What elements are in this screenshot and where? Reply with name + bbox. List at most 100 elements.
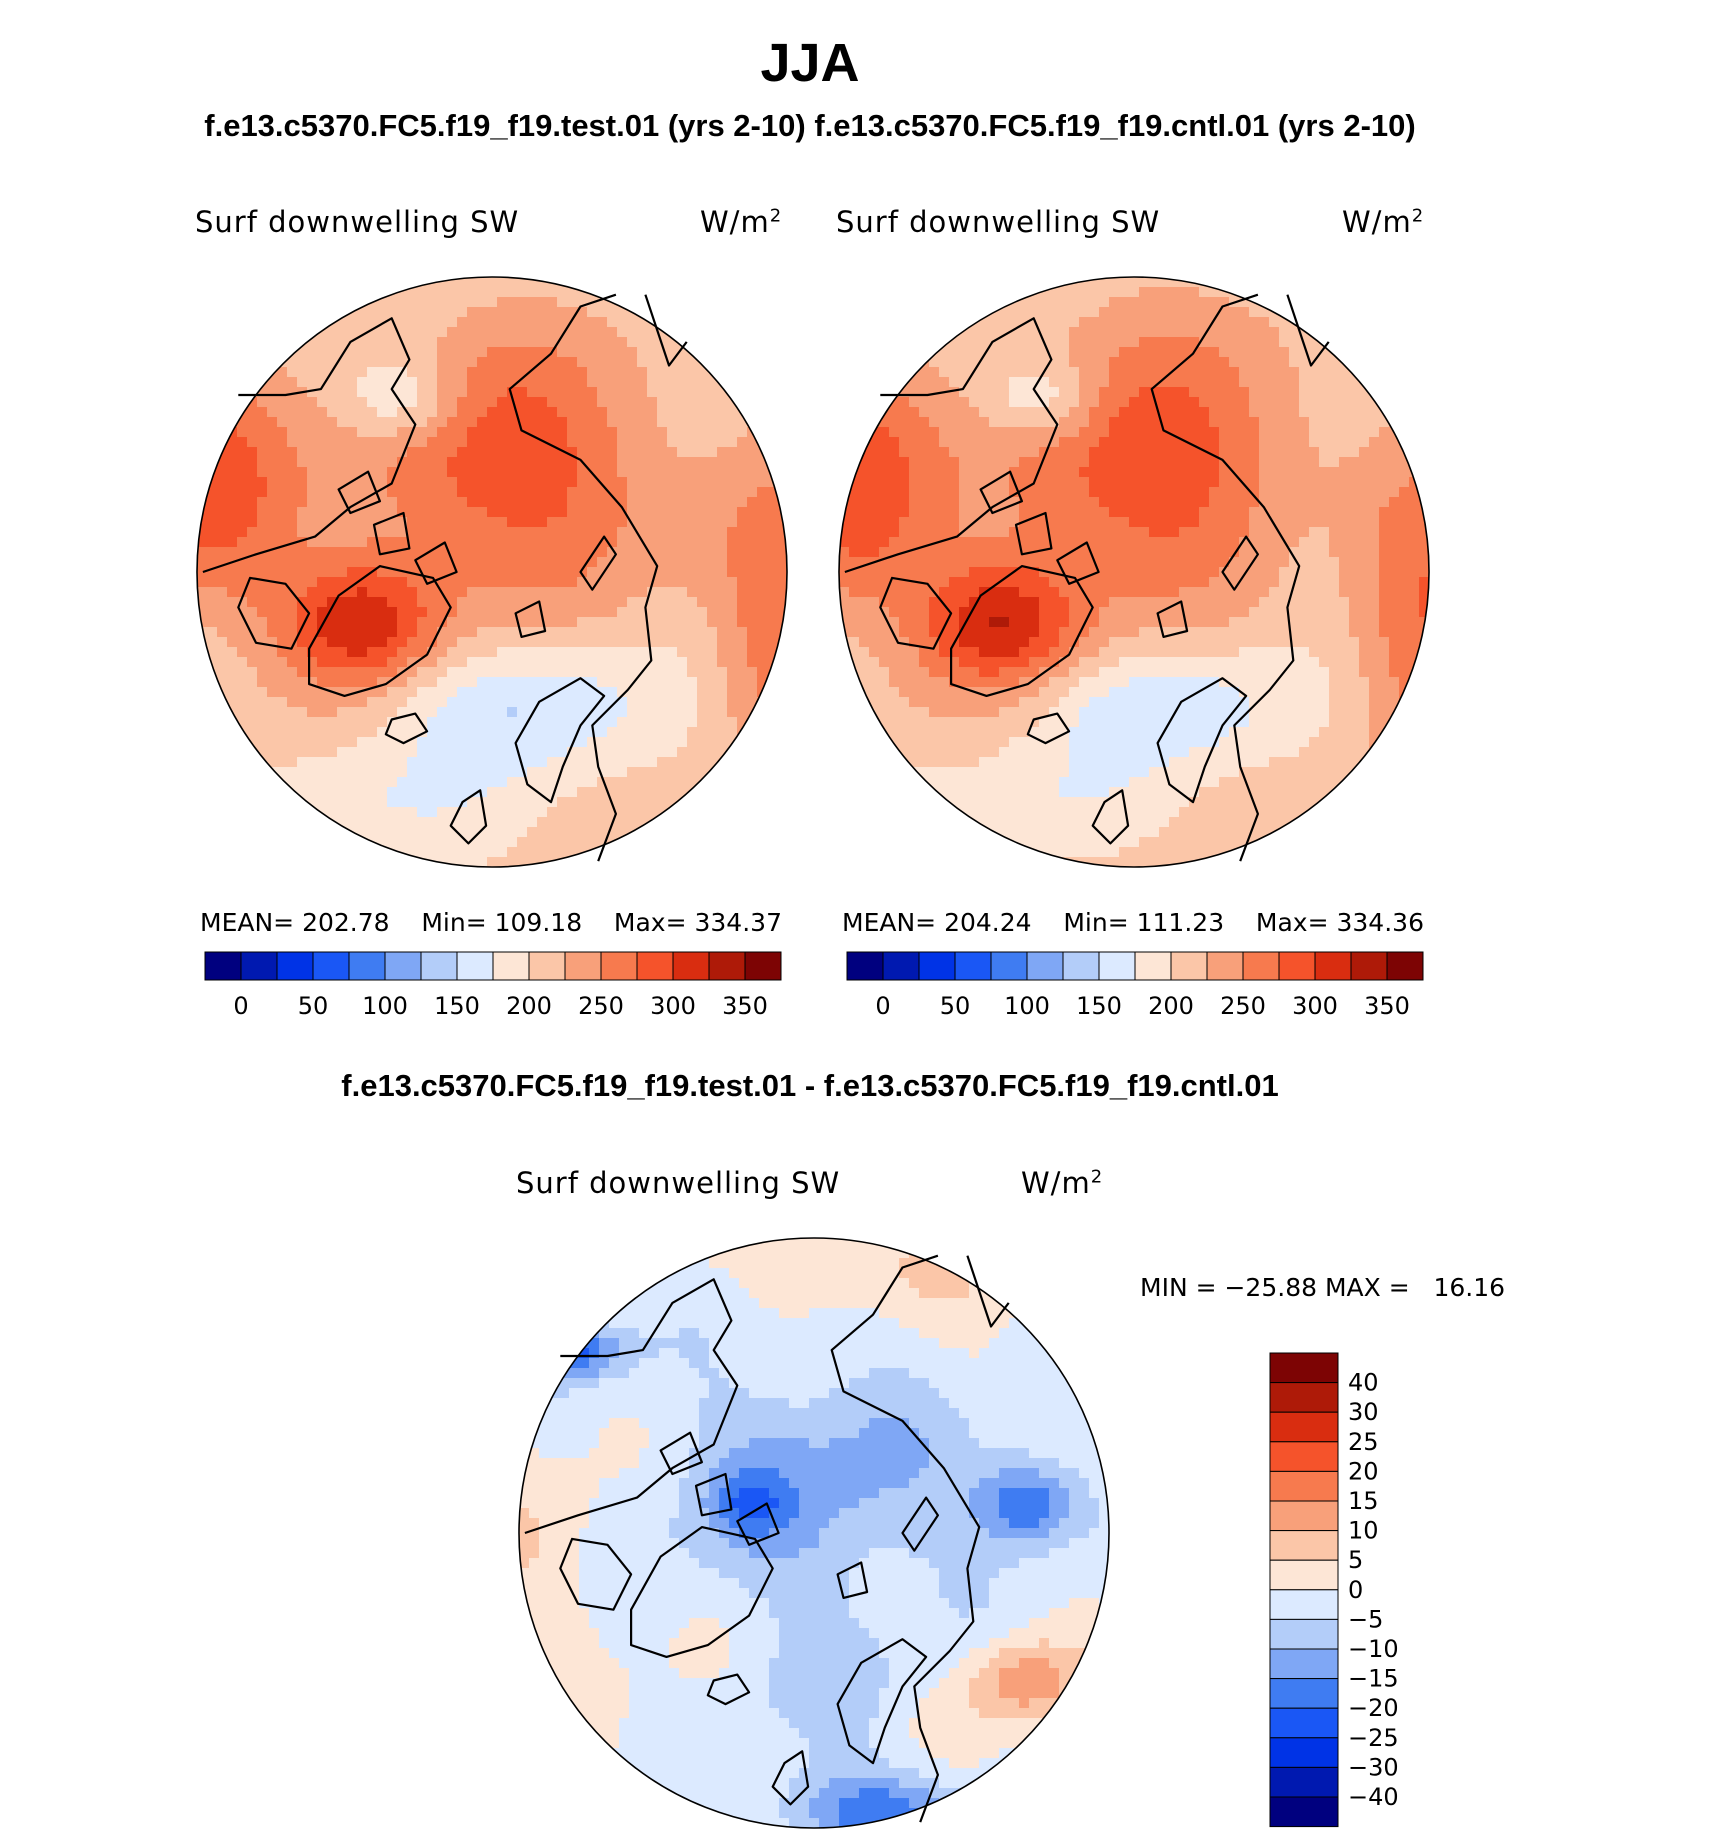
map-cell <box>879 557 890 568</box>
map-cell <box>597 577 608 588</box>
map-cell <box>1219 427 1230 438</box>
map-cell <box>687 687 698 698</box>
map-cell <box>557 397 568 408</box>
map-cell <box>1049 407 1060 418</box>
map-cell <box>929 627 940 638</box>
map-cell <box>537 847 548 858</box>
map-cell <box>919 547 930 558</box>
map-cell <box>297 347 308 358</box>
map-cell <box>487 767 498 778</box>
map-cell <box>727 407 738 418</box>
map-cell <box>1349 417 1360 428</box>
map-cell <box>267 387 278 398</box>
map-cell <box>597 657 608 668</box>
map-cell <box>637 757 648 768</box>
map-cell <box>1409 567 1420 578</box>
map-cell <box>1089 527 1100 538</box>
map-cell <box>517 337 528 348</box>
map-cell <box>327 507 338 518</box>
map-cell <box>407 327 418 338</box>
map-cell <box>697 397 708 408</box>
map-cell <box>1399 497 1410 508</box>
map-cell <box>257 747 268 758</box>
map-cell <box>407 757 418 768</box>
map-cell <box>577 557 588 568</box>
map-cell <box>637 457 648 468</box>
map-cell <box>1049 617 1060 628</box>
map-cell <box>1219 627 1230 638</box>
map-cell <box>1109 577 1120 588</box>
map-cell <box>1349 377 1360 388</box>
map-cell <box>1049 577 1060 588</box>
map-cell <box>697 467 708 478</box>
map-cell <box>939 497 950 508</box>
map-cell <box>767 627 778 638</box>
map-cell <box>307 797 318 808</box>
map-cell <box>727 617 738 628</box>
map-cell <box>727 517 738 528</box>
map-cell <box>657 767 668 778</box>
map-cell <box>337 747 348 758</box>
map-cell <box>677 427 688 438</box>
map-cell <box>297 447 308 458</box>
map-cell <box>859 637 870 648</box>
map-cell <box>979 427 990 438</box>
map-cell <box>437 767 448 778</box>
map-cell <box>979 547 990 558</box>
map-cell <box>347 447 358 458</box>
map-cell <box>1319 627 1330 638</box>
map-cell <box>1379 577 1390 588</box>
map-cell <box>337 547 348 558</box>
map-cell <box>909 557 920 568</box>
map-cell <box>889 507 900 518</box>
map-cell <box>1179 397 1190 408</box>
map-cell <box>667 407 678 418</box>
map-cell <box>929 567 940 578</box>
map-cell <box>1129 447 1140 458</box>
map-cell <box>567 777 578 788</box>
map-cell <box>527 727 538 738</box>
map-cell <box>697 587 708 598</box>
map-cell <box>517 387 528 398</box>
map-cell <box>517 797 528 808</box>
map-cell <box>1089 317 1100 328</box>
map-cell <box>527 657 538 668</box>
map-cell <box>207 627 218 638</box>
map-cell <box>557 737 568 748</box>
map-cell <box>1339 557 1350 568</box>
map-cell <box>657 677 668 688</box>
map-cell <box>909 427 920 438</box>
map-cell <box>1069 587 1080 598</box>
map-cell <box>227 607 238 618</box>
map-cell <box>999 457 1010 468</box>
map-cell <box>1299 487 1310 498</box>
map-cell <box>1169 647 1180 658</box>
map-cell <box>1049 327 1060 338</box>
map-cell <box>1059 457 1070 468</box>
map-cell <box>979 477 990 488</box>
map-cell <box>1109 277 1120 288</box>
map-cell <box>487 307 498 318</box>
map-cell <box>397 787 408 798</box>
map-cell <box>1339 457 1350 468</box>
map-cell <box>1019 537 1030 548</box>
map-cell <box>417 807 428 818</box>
map-cell <box>1119 357 1130 368</box>
map-cell <box>507 617 518 628</box>
map-cell <box>1419 647 1429 658</box>
map-cell <box>487 417 498 428</box>
map-cell <box>1159 387 1170 398</box>
map-cell <box>1139 487 1150 498</box>
map-cell <box>1159 317 1170 328</box>
map-cell <box>1299 367 1310 378</box>
map-cell <box>1269 407 1280 418</box>
map-cell <box>407 287 418 298</box>
map-cell <box>567 757 578 768</box>
map-cell <box>537 647 548 658</box>
map-cell <box>1329 447 1340 458</box>
map-cell <box>939 627 950 638</box>
map-cell <box>929 477 940 488</box>
map-cell <box>707 687 718 698</box>
map-cell <box>497 327 508 338</box>
map-cell <box>637 437 648 448</box>
